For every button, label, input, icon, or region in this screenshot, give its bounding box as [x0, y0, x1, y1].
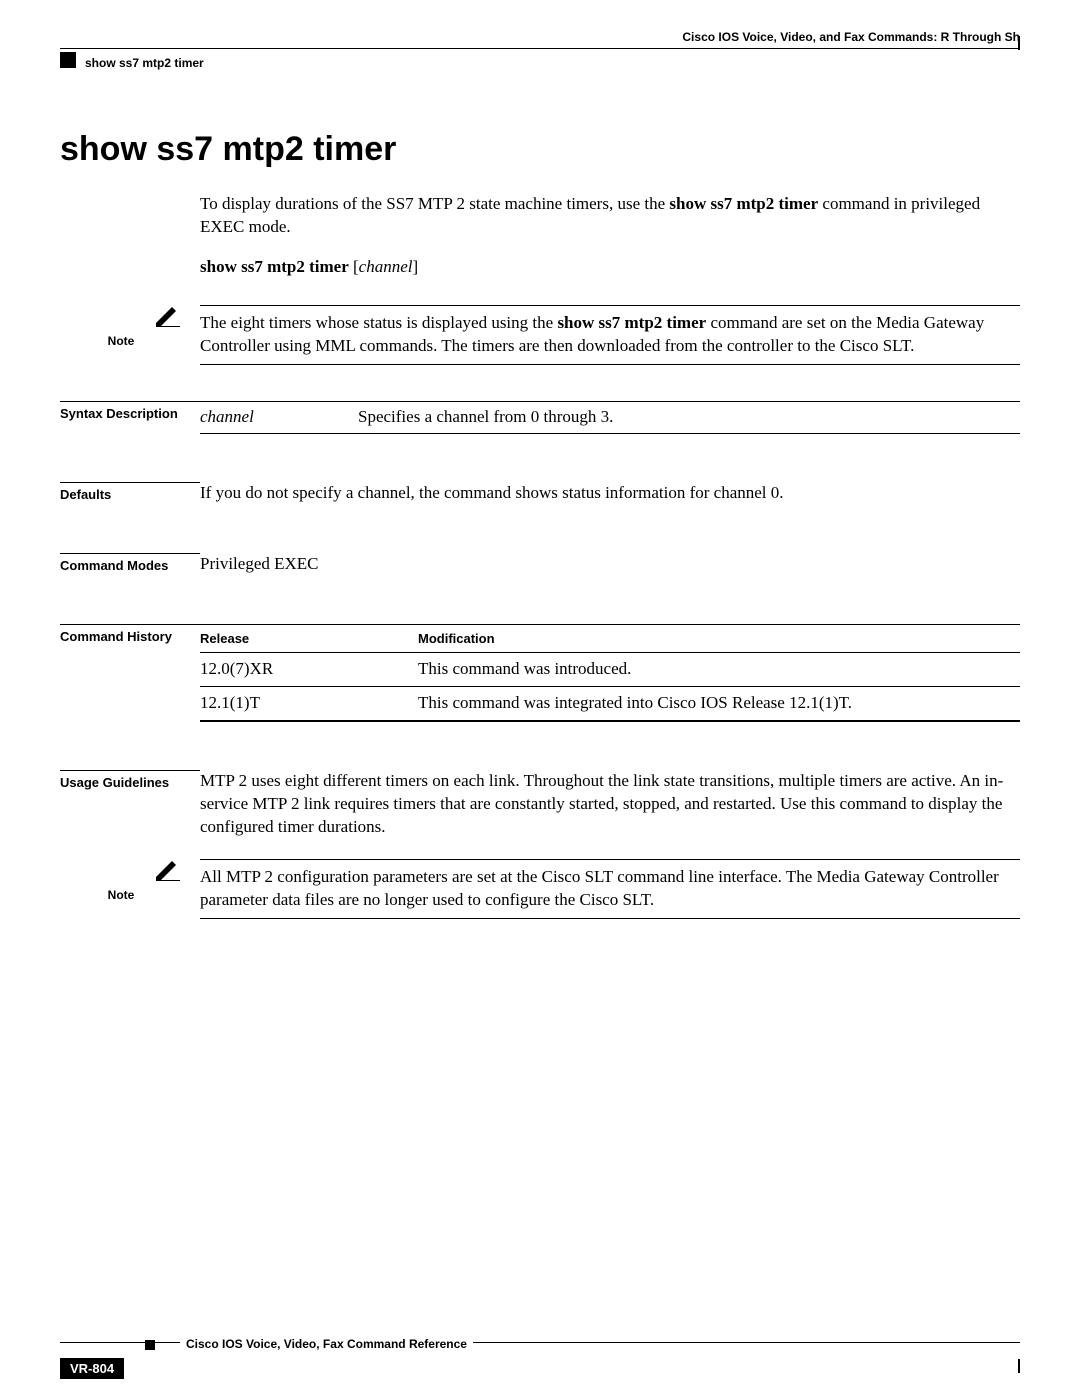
footer-square-icon [145, 1340, 155, 1350]
header-square-icon [60, 52, 76, 68]
syntax-bracket-close: ] [413, 257, 419, 276]
syntax-description-body: channel Specifies a channel from 0 throu… [200, 401, 1020, 434]
page-number: VR-804 [60, 1358, 124, 1379]
note-block-2: Note All MTP 2 configuration parameters … [60, 859, 1020, 919]
syntax-description-row: Syntax Description channel Specifies a c… [60, 401, 1020, 434]
intro-paragraph: To display durations of the SS7 MTP 2 st… [200, 193, 1020, 239]
footer: Cisco IOS Voice, Video, Fax Command Refe… [60, 1342, 1020, 1361]
footer-book-title: Cisco IOS Voice, Video, Fax Command Refe… [180, 1337, 473, 1351]
note-label-1: Note [60, 334, 182, 348]
command-history-row: Command History Release Modification 12.… [60, 624, 1020, 722]
note-text-2: All MTP 2 configuration parameters are s… [200, 859, 1020, 919]
usage-guidelines-text: MTP 2 uses eight different timers on eac… [200, 770, 1020, 839]
syntax-table: channel Specifies a channel from 0 throu… [200, 402, 1020, 433]
history-table-wrap: Release Modification 12.0(7)XR This comm… [200, 624, 1020, 722]
note-label-2: Note [60, 888, 182, 902]
header-rule [60, 48, 1020, 49]
command-title: show ss7 mtp2 timer [60, 130, 1020, 169]
pencil-icon [154, 305, 182, 332]
table-header-row: Release Modification [200, 625, 1020, 653]
defaults-row: Defaults If you do not specify a channel… [60, 482, 1020, 505]
page: Cisco IOS Voice, Video, and Fax Commands… [0, 0, 1080, 1397]
syntax-line: show ss7 mtp2 timer [channel] [200, 257, 1020, 277]
syntax-table-wrap: channel Specifies a channel from 0 throu… [200, 401, 1020, 434]
history-mod-0: This command was introduced. [418, 653, 1020, 687]
header-running-head: show ss7 mtp2 timer [85, 56, 204, 70]
table-row: 12.1(1)T This command was integrated int… [200, 687, 1020, 721]
syntax-description-label: Syntax Description [60, 401, 200, 421]
crop-mark-bottom [1018, 1359, 1020, 1373]
note-icon-col-2: Note [60, 859, 200, 902]
history-table: Release Modification 12.0(7)XR This comm… [200, 625, 1020, 721]
syntax-arg: channel [359, 257, 413, 276]
table-row: 12.0(7)XR This command was introduced. [200, 653, 1020, 687]
command-history-body: Release Modification 12.0(7)XR This comm… [200, 624, 1020, 722]
note1-pre: The eight timers whose status is display… [200, 313, 557, 332]
note1-bold: show ss7 mtp2 timer [557, 313, 706, 332]
command-modes-text: Privileged EXEC [200, 553, 1020, 576]
table-row: channel Specifies a channel from 0 throu… [200, 402, 1020, 433]
syntax-param-desc: Specifies a channel from 0 through 3. [358, 402, 1020, 433]
note-icon-col: Note [60, 305, 200, 348]
history-col-release: Release [200, 625, 418, 653]
command-history-label: Command History [60, 624, 200, 644]
history-release-0: 12.0(7)XR [200, 653, 418, 687]
usage-guidelines-label: Usage Guidelines [60, 770, 200, 790]
pencil-icon [154, 859, 182, 886]
syntax-param: channel [200, 402, 358, 433]
syntax-command: show ss7 mtp2 timer [200, 257, 349, 276]
command-modes-row: Command Modes Privileged EXEC [60, 553, 1020, 576]
note-text-1: The eight timers whose status is display… [200, 305, 1020, 365]
defaults-text: If you do not specify a channel, the com… [200, 482, 1020, 505]
note-block-1: Note The eight timers whose status is di… [60, 305, 1020, 365]
usage-guidelines-row: Usage Guidelines MTP 2 uses eight differ… [60, 770, 1020, 839]
header-chapter: Cisco IOS Voice, Video, and Fax Commands… [682, 30, 1020, 44]
history-col-modification: Modification [418, 625, 1020, 653]
history-release-1: 12.1(1)T [200, 687, 418, 721]
defaults-label: Defaults [60, 482, 200, 502]
command-modes-label: Command Modes [60, 553, 200, 573]
history-mod-1: This command was integrated into Cisco I… [418, 687, 1020, 721]
intro-command-bold: show ss7 mtp2 timer [669, 194, 818, 213]
intro-prefix: To display durations of the SS7 MTP 2 st… [200, 194, 669, 213]
